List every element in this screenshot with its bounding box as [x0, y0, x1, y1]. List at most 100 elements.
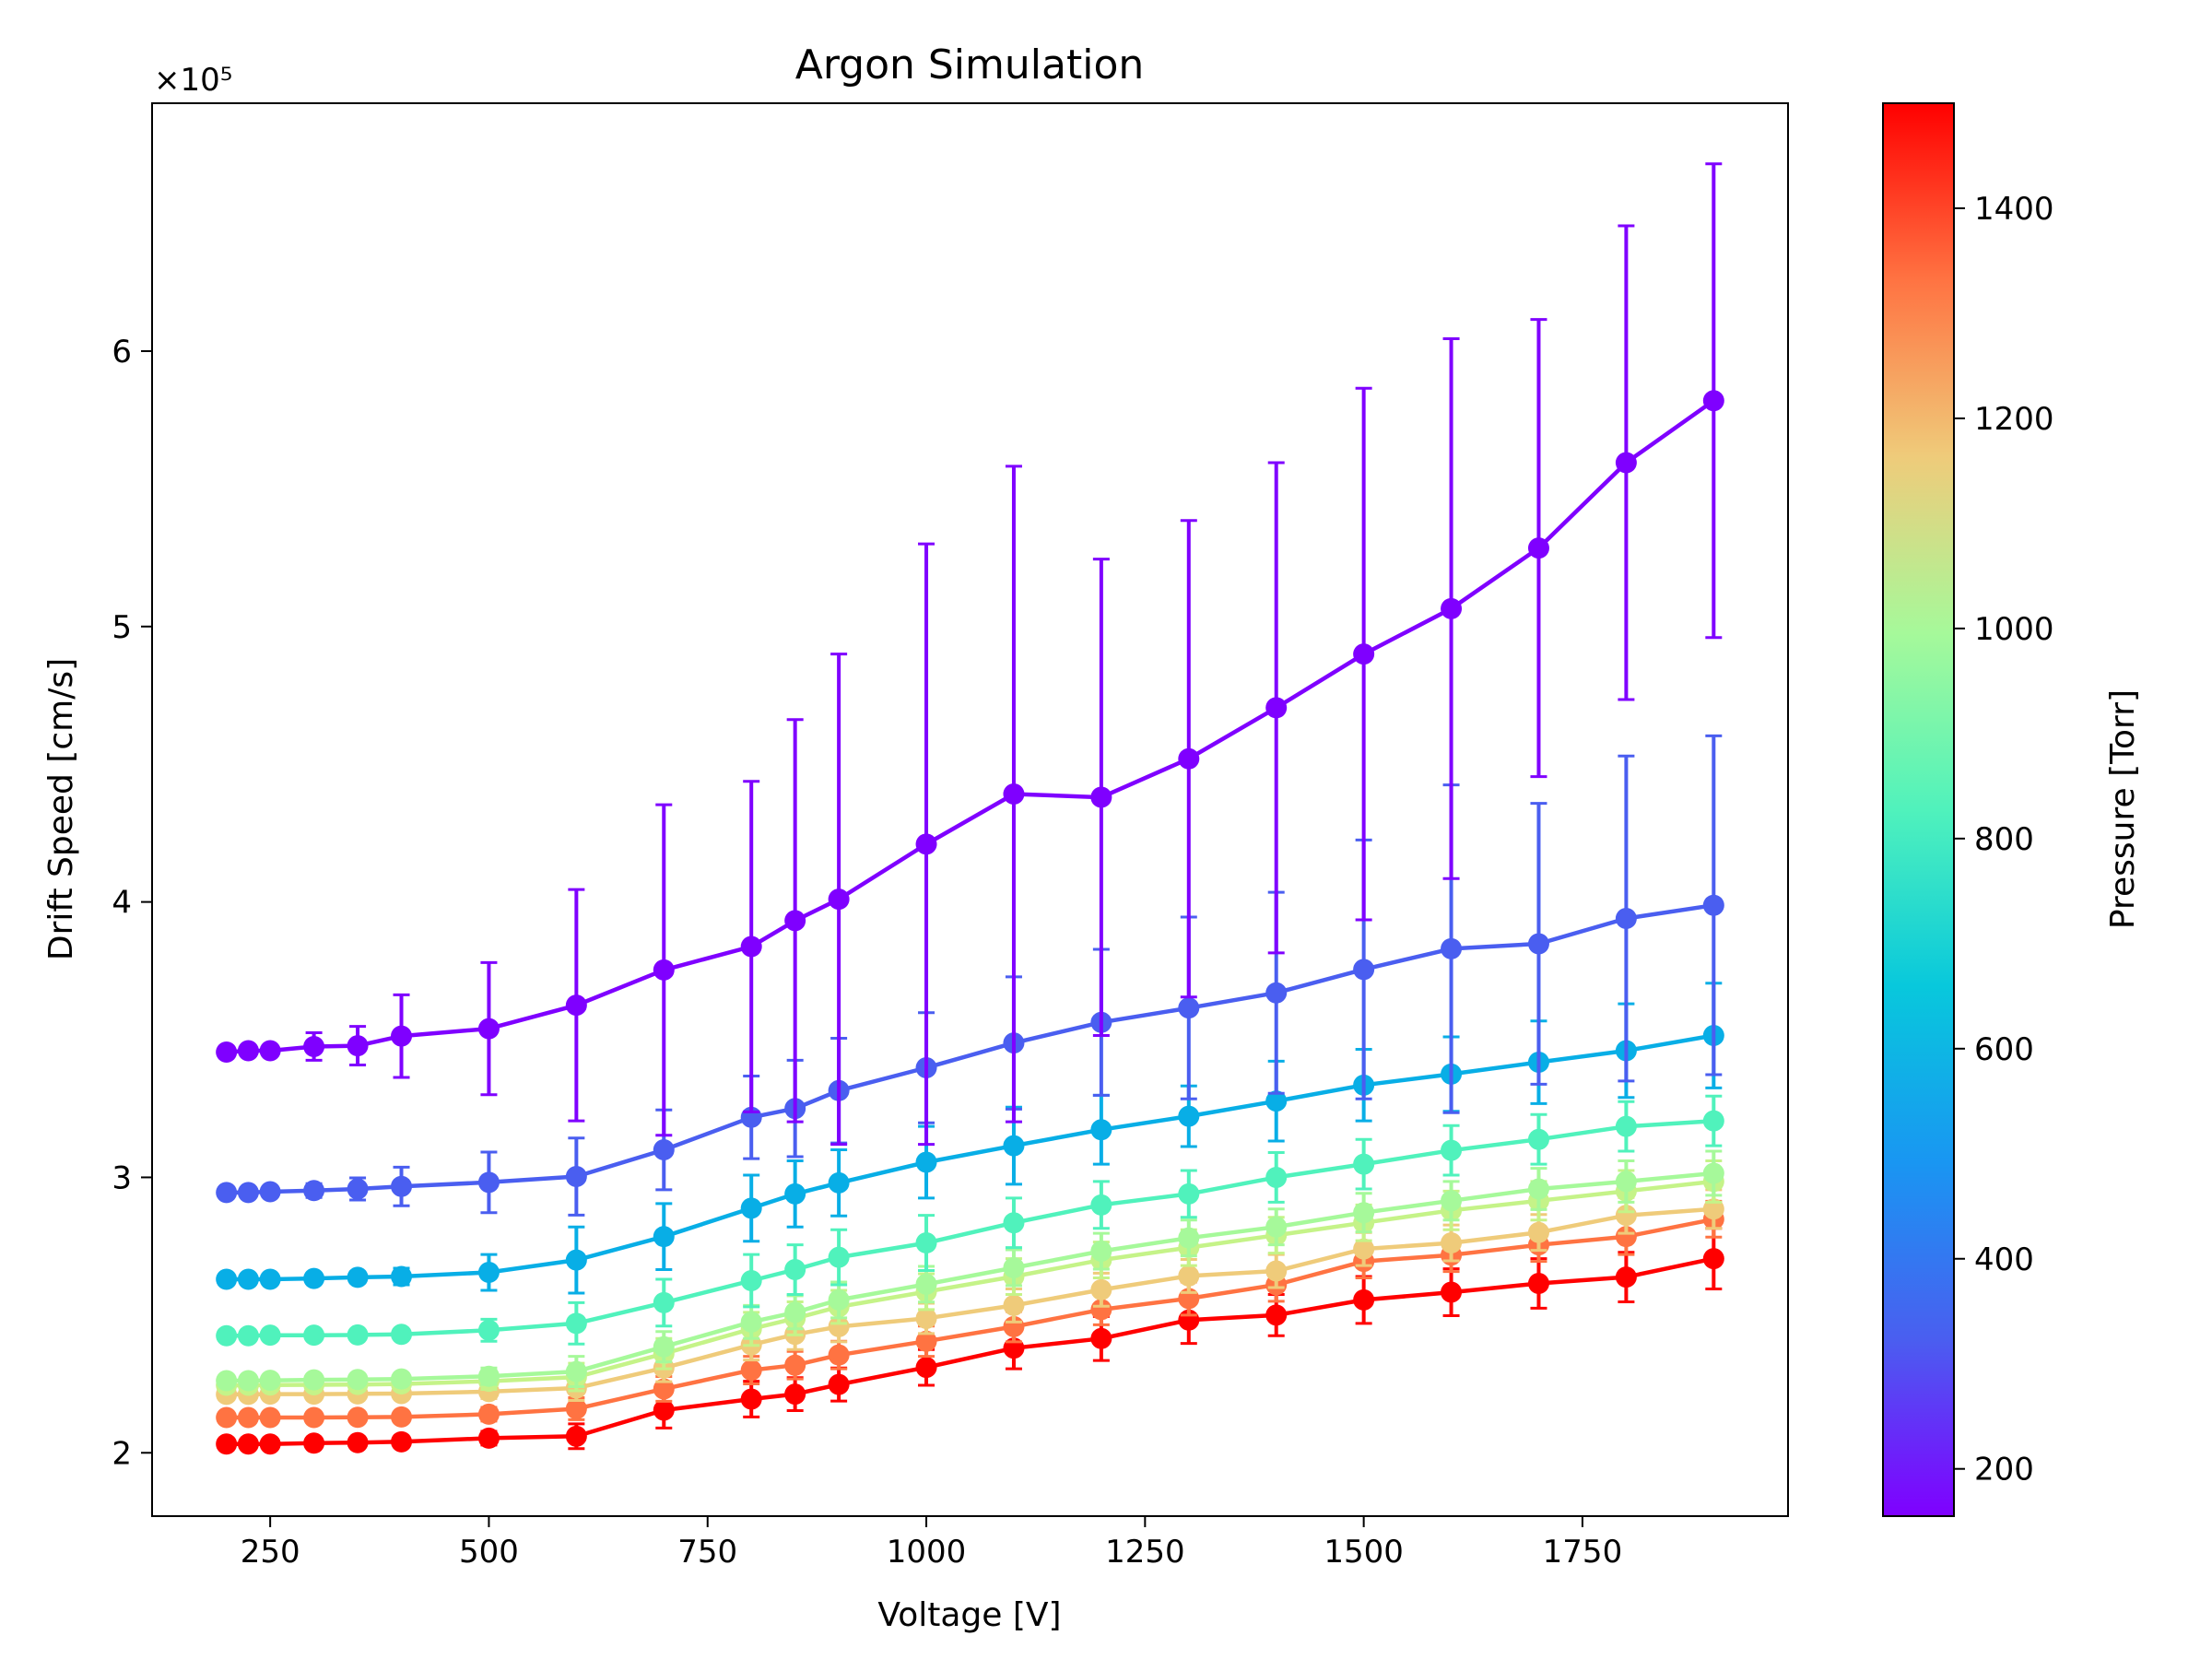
data-point: [1090, 1119, 1112, 1141]
x-axis-label: Voltage [V]: [877, 1596, 1061, 1634]
data-point: [237, 1370, 259, 1392]
data-point: [915, 1330, 937, 1352]
data-point: [1527, 1178, 1549, 1200]
series-1500: [216, 1227, 1724, 1455]
data-point: [1441, 937, 1463, 959]
data-point: [915, 1232, 937, 1254]
data-point: [391, 1430, 413, 1453]
data-point: [828, 888, 850, 911]
data-point: [1702, 1198, 1724, 1220]
data-point: [653, 1399, 675, 1421]
y-tick-label: 4: [112, 885, 132, 922]
data-point: [915, 1151, 937, 1173]
data-point: [259, 1370, 281, 1392]
data-point: [784, 910, 806, 932]
y-scale-offset: ×10⁵: [154, 62, 232, 99]
data-point: [828, 1344, 850, 1366]
data-point: [740, 1197, 762, 1219]
colorbar-tick-label: 1000: [1974, 611, 2054, 648]
data-point: [1615, 452, 1637, 474]
data-point: [1090, 786, 1112, 808]
data-point: [653, 959, 675, 981]
data-point: [259, 1181, 281, 1203]
colorbar-tick-label: 400: [1974, 1241, 2034, 1278]
data-point: [259, 1268, 281, 1290]
y-tick-label: 5: [112, 609, 132, 646]
series-line: [226, 1118, 1714, 1338]
data-point: [303, 1406, 325, 1429]
data-point: [391, 1324, 413, 1346]
data-point: [216, 1041, 238, 1063]
data-point: [1265, 697, 1288, 719]
series-450: [216, 982, 1724, 1295]
chart-title: Argon Simulation: [795, 41, 1145, 88]
x-tick-label: 250: [241, 1534, 300, 1571]
data-point: [1003, 1256, 1025, 1278]
data-point: [784, 1301, 806, 1324]
series-line: [226, 1217, 1714, 1420]
data-point: [237, 1268, 259, 1290]
data-point: [477, 1018, 500, 1040]
data-point: [237, 1040, 259, 1062]
y-axis-label: Drift Speed [cm/s]: [42, 658, 80, 960]
series-700: [216, 1094, 1724, 1347]
data-point: [1441, 1281, 1463, 1303]
data-point: [477, 1262, 500, 1284]
data-point: [477, 1365, 500, 1387]
data-point: [477, 1319, 500, 1341]
series-900: [216, 1149, 1724, 1392]
data-point: [303, 1324, 325, 1347]
data-point: [1265, 1216, 1288, 1238]
series-160: [216, 162, 1724, 1147]
colorbar-tick-label: 1400: [1974, 191, 2054, 228]
data-point: [1265, 1090, 1288, 1112]
data-point: [347, 1266, 369, 1288]
data-point: [1702, 1110, 1724, 1132]
data-point: [1441, 1232, 1463, 1254]
data-point: [828, 1171, 850, 1194]
data-point: [1090, 1299, 1112, 1321]
data-point: [1265, 1260, 1288, 1282]
data-point: [1615, 1226, 1637, 1248]
data-point: [216, 1268, 238, 1290]
data-point: [237, 1433, 259, 1455]
series-line: [226, 1171, 1714, 1383]
y-tick-label: 6: [112, 334, 132, 371]
data-point: [915, 1307, 937, 1329]
colorbar-tick-label: 800: [1974, 821, 2034, 858]
series-line: [226, 398, 1715, 1054]
series-1150: [216, 1188, 1724, 1406]
plot-frame: [151, 102, 1789, 1517]
data-point: [216, 1370, 238, 1392]
colorbar-tick-label: 200: [1974, 1452, 2034, 1488]
y-axis: 2 3 4 5 6: [112, 334, 152, 1472]
colorbar-tick-label: 1200: [1974, 401, 2054, 438]
series-line: [226, 902, 1714, 1195]
data-point: [259, 1324, 281, 1347]
series-line: [226, 1033, 1714, 1282]
data-point: [565, 1249, 587, 1271]
data-point: [828, 1246, 850, 1268]
data-point: [915, 1273, 937, 1295]
data-point: [391, 1265, 413, 1288]
data-point: [1090, 1241, 1112, 1263]
data-point: [216, 1433, 238, 1455]
data-point: [1178, 1182, 1200, 1205]
data-point: [1527, 1221, 1549, 1243]
data-point: [347, 1035, 369, 1057]
data-point: [237, 1406, 259, 1429]
x-axis: 250 500 750 1000 1250 1500 1750: [241, 1516, 1622, 1571]
data-point: [1090, 1278, 1112, 1300]
data-point: [1441, 1139, 1463, 1161]
series-layer: [216, 162, 1724, 1455]
data-point: [565, 1166, 587, 1188]
x-tick-label: 750: [677, 1534, 737, 1571]
data-point: [1178, 1227, 1200, 1249]
data-point: [1702, 1248, 1724, 1270]
data-point: [1702, 390, 1724, 412]
data-point: [1265, 1166, 1288, 1188]
data-point: [347, 1324, 369, 1346]
data-point: [1090, 1327, 1112, 1349]
data-point: [237, 1324, 259, 1347]
